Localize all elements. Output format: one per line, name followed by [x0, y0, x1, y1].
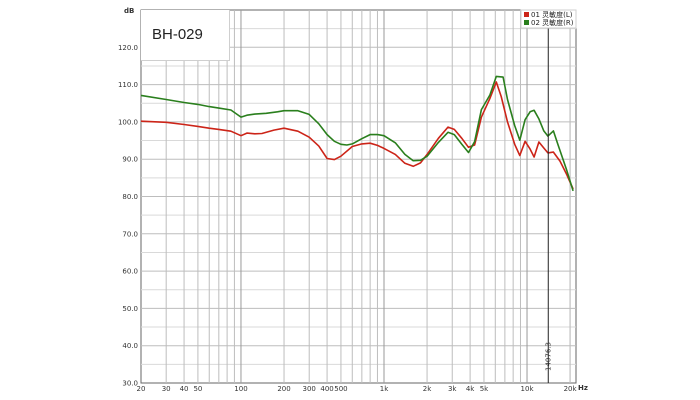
y-tick-label: 120.0 [118, 44, 138, 52]
x-tick-label: 3k [448, 385, 457, 393]
x-tick-label: 30 [162, 385, 171, 393]
y-tick-label: 110.0 [118, 81, 138, 89]
x-tick-label: 100 [234, 385, 247, 393]
x-tick-label: 300 [303, 385, 316, 393]
x-tick-label: 1k [380, 385, 389, 393]
y-tick-label: 100.0 [118, 118, 138, 126]
grid [141, 10, 576, 383]
x-tick-label: 400 [320, 385, 333, 393]
y-tick-label: 40.0 [122, 342, 138, 350]
x-axis-ticks: 20 30 40 50 100 200 300 400 500 1k 2k 3k 4k 5k 10k 20k [137, 385, 578, 393]
y-tick-label: 80.0 [122, 193, 138, 201]
legend-swatch [524, 20, 529, 25]
legend-label: 02 灵敏度(R) [531, 18, 574, 27]
y-axis-unit: dB [124, 7, 134, 15]
y-tick-label: 50.0 [122, 305, 138, 313]
y-tick-label: 60.0 [122, 268, 138, 276]
legend: 01 灵敏度(L)02 灵敏度(R) [520, 9, 577, 29]
x-tick-label: 20k [564, 385, 578, 393]
legend-label: 01 灵敏度(L) [531, 10, 573, 19]
legend-swatch [524, 12, 529, 17]
y-tick-label: 70.0 [122, 230, 138, 238]
x-tick-label: 20 [137, 385, 146, 393]
cursor-label: 14076.3 [544, 342, 552, 371]
series-line-left [140, 81, 574, 190]
legend-box [520, 9, 577, 29]
model-label: BH-029 [152, 26, 203, 43]
x-axis-unit: Hz [578, 384, 588, 392]
y-tick-label: 30.0 [122, 380, 138, 388]
x-tick-label: 2k [423, 385, 432, 393]
x-tick-label: 50 [193, 385, 202, 393]
model-label-box: BH-029 [141, 10, 230, 61]
x-tick-label: 4k [466, 385, 475, 393]
x-tick-label: 40 [180, 385, 189, 393]
y-tick-label: 90.0 [122, 156, 138, 164]
y-axis-ticks: 30.0 40.0 50.0 60.0 70.0 80.0 90.0 100.0 110.0 12… [118, 44, 138, 388]
x-tick-label: 500 [334, 385, 347, 393]
series-line-right [140, 75, 574, 192]
x-tick-label: 10k [521, 385, 535, 393]
series-layer [140, 75, 574, 192]
x-tick-label: 200 [277, 385, 290, 393]
x-tick-label: 5k [480, 385, 489, 393]
